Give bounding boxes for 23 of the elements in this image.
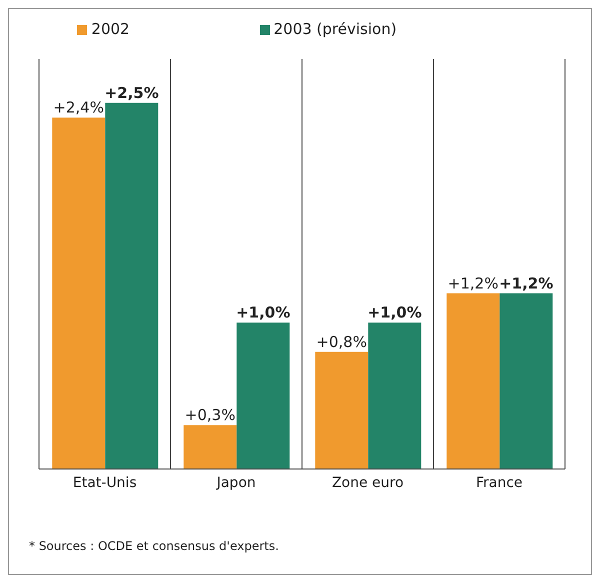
data-label: +2,4%	[53, 98, 104, 117]
data-label: +1,2%	[448, 274, 498, 292]
bar	[368, 322, 422, 469]
data-label: +2,5%	[104, 84, 159, 102]
data-label: +1,0%	[236, 304, 290, 322]
bar	[52, 118, 106, 469]
x-tick-label: Zone euro	[332, 474, 404, 491]
x-tick-label: Japon	[216, 474, 256, 491]
bar	[236, 322, 290, 469]
bar	[105, 102, 158, 469]
text: * Sources : OCDE et consensus d'experts.	[29, 539, 279, 553]
data-label: +1,2%	[499, 274, 554, 292]
x-tick-label: Etat-Unis	[72, 474, 137, 491]
bar	[446, 293, 500, 469]
data-label: +0,8%	[316, 332, 367, 351]
data-label: +0,3%	[184, 406, 236, 424]
x-tick-label: France	[476, 474, 523, 491]
data-label: +1,0%	[368, 304, 422, 322]
bar	[184, 425, 237, 469]
bar	[500, 293, 553, 469]
bar	[315, 352, 368, 469]
legend-label: 2003 (prévision)	[274, 20, 397, 38]
legend-label: 2002	[91, 20, 130, 38]
